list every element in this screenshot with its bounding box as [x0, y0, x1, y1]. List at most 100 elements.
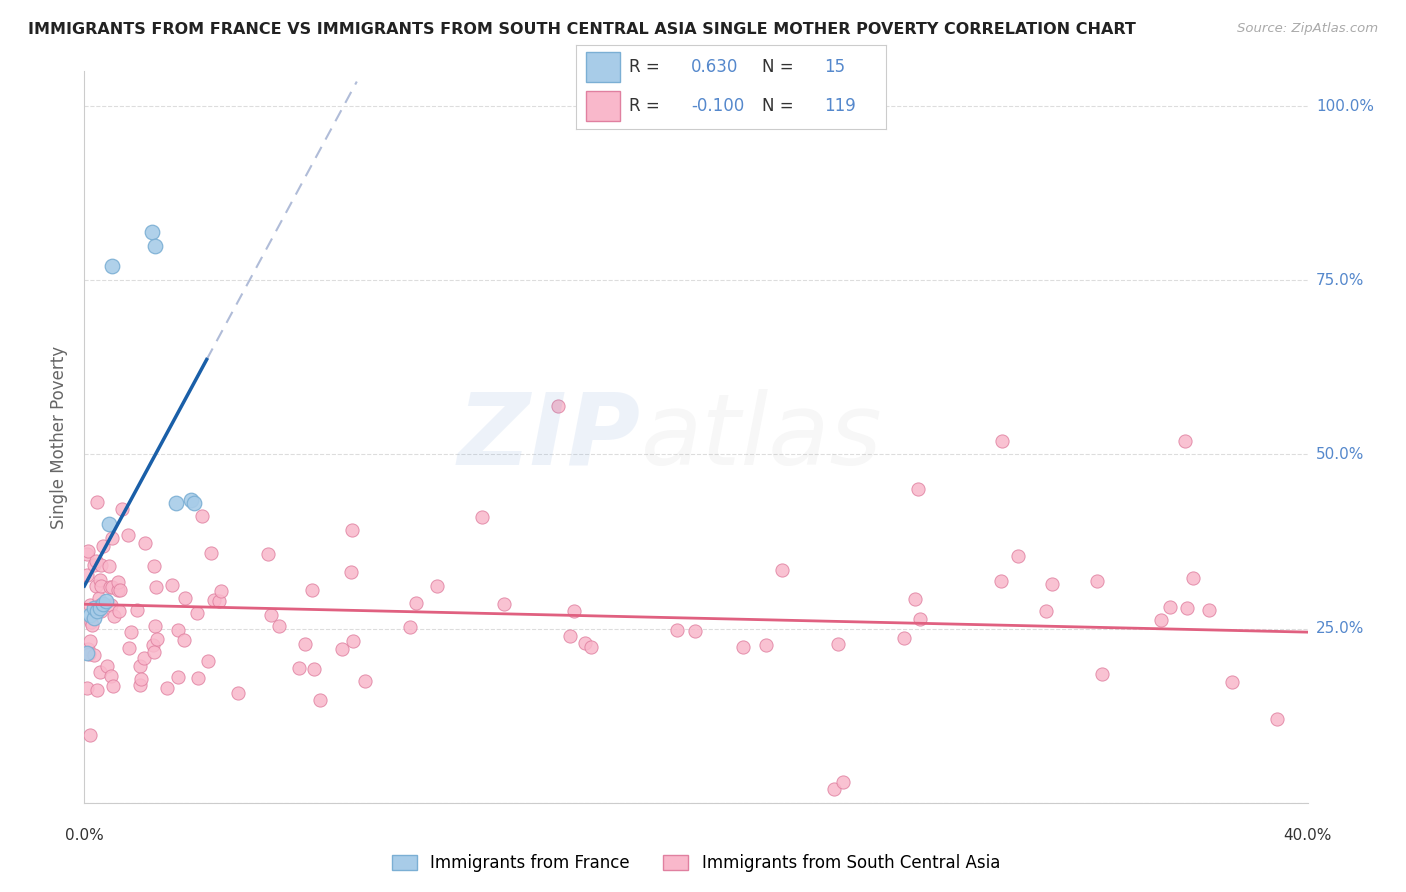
- Point: [79, 598, 101, 612]
- Point: [183, 496, 205, 510]
- Point: [89, 598, 111, 612]
- Point: [79, 607, 101, 622]
- Text: Source: ZipAtlas.com: Source: ZipAtlas.com: [1237, 22, 1378, 36]
- Point: [83, 648, 105, 662]
- Point: [1159, 600, 1181, 615]
- Point: [1007, 549, 1029, 563]
- Point: [79, 728, 101, 742]
- Point: [82, 618, 104, 632]
- Point: [83, 558, 105, 573]
- Point: [101, 260, 124, 274]
- Point: [107, 583, 129, 598]
- Point: [269, 618, 291, 632]
- Point: [90, 604, 112, 618]
- Point: [342, 634, 364, 648]
- Point: [129, 672, 152, 686]
- Text: ZIP: ZIP: [458, 389, 641, 485]
- Point: [1035, 604, 1057, 618]
- Text: 119: 119: [824, 97, 856, 115]
- Point: [128, 678, 150, 692]
- Point: [426, 579, 449, 593]
- Point: [162, 578, 184, 592]
- Text: 50.0%: 50.0%: [1316, 447, 1364, 462]
- Point: [209, 584, 232, 599]
- Point: [145, 632, 167, 646]
- Point: [342, 523, 364, 537]
- Text: 15: 15: [824, 58, 845, 76]
- Point: [118, 641, 141, 656]
- Point: [111, 502, 134, 516]
- Text: 100.0%: 100.0%: [1316, 99, 1374, 113]
- Point: [117, 528, 139, 542]
- Point: [134, 535, 156, 549]
- Text: 40.0%: 40.0%: [1284, 828, 1331, 843]
- Legend: Immigrants from France, Immigrants from South Central Asia: Immigrants from France, Immigrants from …: [385, 847, 1007, 879]
- Point: [191, 509, 214, 524]
- Point: [471, 509, 494, 524]
- Point: [288, 660, 311, 674]
- Point: [100, 669, 122, 683]
- Point: [83, 600, 105, 615]
- Point: [494, 597, 516, 611]
- Point: [260, 608, 283, 623]
- Point: [156, 681, 179, 695]
- Point: [94, 594, 117, 608]
- Point: [134, 650, 156, 665]
- Point: [77, 647, 100, 661]
- Point: [330, 642, 353, 657]
- Point: [100, 598, 122, 612]
- Point: [76, 567, 98, 582]
- Bar: [586, 53, 620, 82]
- Text: R =: R =: [628, 58, 665, 76]
- Point: [294, 637, 316, 651]
- Point: [1181, 571, 1204, 585]
- Point: [1220, 675, 1243, 690]
- Point: [755, 638, 778, 652]
- Point: [90, 558, 112, 573]
- Point: [167, 623, 190, 637]
- Point: [1265, 712, 1288, 726]
- Point: [97, 517, 120, 532]
- Point: [125, 603, 148, 617]
- Point: [103, 609, 125, 624]
- Point: [304, 662, 326, 676]
- Point: [308, 692, 330, 706]
- Point: [257, 547, 280, 561]
- Point: [83, 611, 105, 625]
- Point: [893, 631, 915, 645]
- Point: [101, 531, 124, 545]
- Point: [84, 579, 107, 593]
- Point: [770, 564, 793, 578]
- Point: [129, 659, 152, 673]
- Point: [562, 605, 585, 619]
- Text: 0.0%: 0.0%: [65, 828, 104, 843]
- Point: [79, 633, 101, 648]
- Point: [398, 620, 420, 634]
- Point: [1040, 577, 1063, 591]
- Point: [76, 646, 98, 660]
- Text: 25.0%: 25.0%: [1316, 621, 1364, 636]
- Text: 0.630: 0.630: [690, 58, 738, 76]
- Bar: [586, 91, 620, 120]
- Point: [141, 225, 163, 239]
- Point: [89, 600, 111, 615]
- Point: [823, 781, 845, 796]
- Point: [405, 597, 427, 611]
- Point: [354, 673, 377, 688]
- Text: R =: R =: [628, 97, 665, 115]
- Point: [831, 775, 853, 789]
- Point: [180, 492, 202, 507]
- Point: [187, 671, 209, 685]
- Point: [86, 494, 108, 508]
- Point: [76, 681, 98, 695]
- Point: [907, 483, 929, 497]
- Point: [143, 645, 166, 659]
- Text: atlas: atlas: [641, 389, 883, 485]
- Text: N =: N =: [762, 58, 799, 76]
- Point: [108, 604, 131, 618]
- Point: [581, 640, 603, 654]
- Point: [167, 670, 190, 684]
- Point: [76, 548, 98, 562]
- Point: [84, 554, 107, 568]
- Point: [200, 546, 222, 560]
